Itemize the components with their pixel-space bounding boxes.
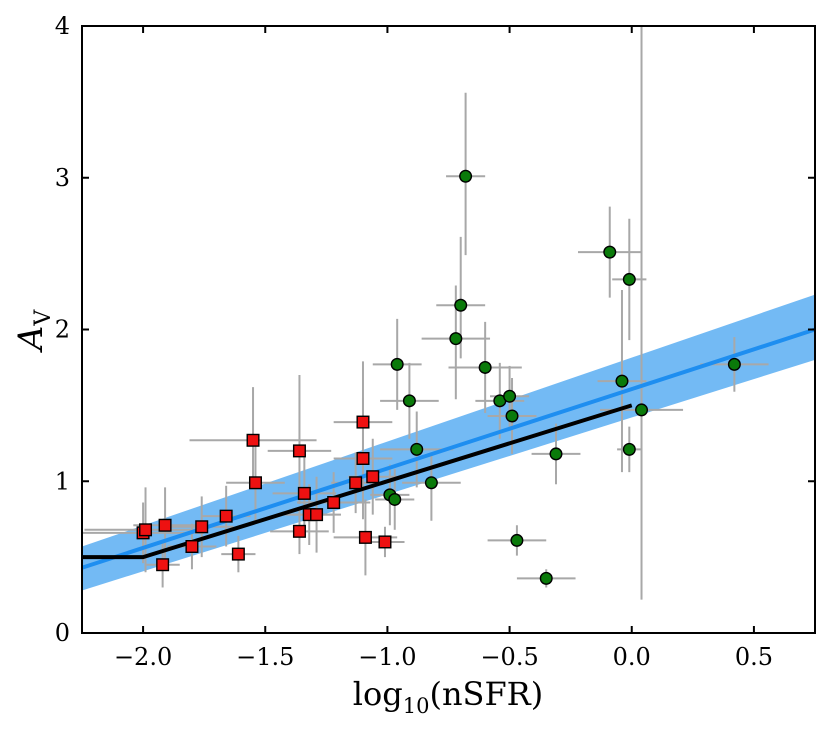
- x-tick-label-4: 0.0: [613, 643, 651, 671]
- green-point-10: [424, 476, 438, 490]
- x-axis-label-main: log: [353, 675, 403, 713]
- y-tick-label-3: 3: [55, 164, 70, 192]
- y-tick-label-1: 1: [55, 467, 70, 495]
- green-point-7: [503, 389, 517, 403]
- model-line: [82, 403, 633, 560]
- green-point-2: [449, 332, 463, 346]
- fit-band-layer: [82, 294, 815, 591]
- green-point-21: [727, 357, 741, 371]
- x-axis-label: log10(nSFR): [353, 675, 544, 718]
- x-axis-label-sub: 10: [403, 694, 430, 718]
- x-tick-label-0: −2.0: [114, 643, 172, 671]
- red-point-1: [139, 523, 153, 537]
- red-point-21: [378, 535, 392, 549]
- green-point-18: [615, 374, 629, 388]
- green-point-19: [622, 442, 636, 456]
- green-point-3: [390, 357, 404, 371]
- red-point-6: [219, 509, 233, 523]
- x-tick-label-2: −1.0: [358, 643, 416, 671]
- green-point-15: [539, 571, 553, 585]
- green-point-8: [505, 409, 519, 423]
- red-point-19: [356, 451, 370, 465]
- red-point-7: [231, 547, 245, 561]
- green-point-17: [622, 272, 636, 286]
- y-tick-label-2: 2: [55, 316, 70, 344]
- green-point-4: [478, 360, 492, 374]
- x-tick-label-3: −0.5: [480, 643, 538, 671]
- x-tick-label-1: −1.5: [236, 643, 294, 671]
- green-point-0: [459, 169, 473, 183]
- y-tick-label-0: 0: [55, 619, 70, 647]
- green-point-14: [510, 533, 524, 547]
- green-point-5: [402, 394, 416, 408]
- tick-label-layer: −2.0 −1.5 −1.0 −0.5 0.0 0.5 0 1 2 3 4: [55, 12, 773, 671]
- red-point-20: [358, 530, 372, 544]
- point-layer: [136, 169, 741, 585]
- red-point-15: [327, 495, 341, 509]
- red-point-18: [356, 415, 370, 429]
- red-point-4: [195, 520, 209, 534]
- red-point-8: [246, 433, 260, 447]
- red-point-3: [156, 558, 170, 572]
- plot-frame: [81, 25, 816, 634]
- fit-confidence-band: [82, 294, 815, 591]
- red-point-5: [185, 540, 199, 554]
- x-axis-label-rest: (nSFR): [429, 675, 543, 713]
- y-tick-label-4: 4: [55, 12, 70, 40]
- y-axis-label-sub: V: [31, 309, 56, 327]
- red-point-16: [349, 476, 363, 490]
- x-tick-label-5: 0.5: [735, 643, 773, 671]
- red-point-13: [310, 508, 324, 522]
- green-point-12: [388, 492, 402, 506]
- green-point-20: [635, 403, 649, 417]
- green-point-16: [603, 245, 617, 259]
- red-point-11: [297, 486, 311, 500]
- red-point-9: [248, 476, 262, 490]
- green-point-1: [454, 298, 468, 312]
- y-axis-label: AV: [11, 309, 56, 354]
- red-point-14: [292, 524, 306, 538]
- y-axis-label-main: A: [11, 326, 51, 354]
- red-point-17: [366, 470, 380, 484]
- green-point-9: [410, 442, 424, 456]
- green-point-13: [549, 447, 563, 461]
- red-point-2: [158, 518, 172, 532]
- red-point-10: [292, 444, 306, 458]
